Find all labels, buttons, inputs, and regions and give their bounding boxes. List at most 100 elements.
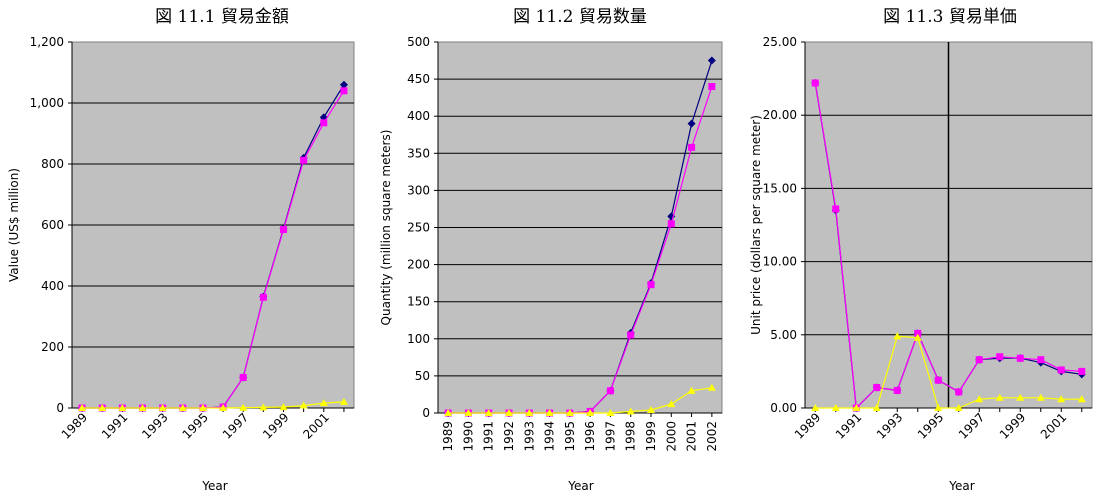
series-line-yellow bbox=[82, 401, 344, 409]
y-tick-label: 400 bbox=[407, 109, 430, 123]
data-point-yellow bbox=[78, 404, 87, 411]
x-tick-label: 1996 bbox=[583, 421, 597, 452]
data-point-magenta bbox=[708, 83, 716, 91]
x-tick-label: 1993 bbox=[874, 410, 905, 441]
data-point-yellow bbox=[1077, 395, 1086, 403]
data-point-magenta bbox=[1078, 367, 1086, 375]
y-axis-label: Value (US$ million) bbox=[7, 168, 21, 282]
x-tick-label: 1999 bbox=[260, 410, 291, 441]
data-point-yellow bbox=[667, 400, 676, 408]
x-tick-label: 1992 bbox=[502, 421, 516, 452]
data-point-navy bbox=[687, 119, 696, 128]
y-tick-label: 5.00 bbox=[770, 328, 797, 342]
y-tick-label: 500 bbox=[407, 35, 430, 49]
data-point-yellow bbox=[811, 404, 820, 411]
data-point-magenta bbox=[647, 281, 655, 289]
data-point-yellow bbox=[339, 397, 348, 405]
x-tick-label: 1997 bbox=[956, 410, 987, 441]
data-point-yellow bbox=[118, 404, 127, 411]
x-tick-label: 1995 bbox=[180, 410, 211, 441]
x-tick-label: 1997 bbox=[220, 410, 251, 441]
y-tick-label: 300 bbox=[407, 183, 430, 197]
y-tick-label: 0.00 bbox=[770, 401, 797, 415]
data-point-yellow bbox=[505, 409, 513, 416]
data-point-magenta bbox=[239, 374, 247, 381]
y-tick-label: 1,000 bbox=[30, 96, 64, 110]
data-point-yellow bbox=[1016, 393, 1025, 401]
data-point-yellow bbox=[444, 409, 453, 416]
x-tick-label: 1999 bbox=[997, 410, 1028, 441]
y-tick-label: 0 bbox=[422, 406, 430, 420]
chart-title: 図 11.2 貿易数量 bbox=[513, 7, 647, 27]
data-point-yellow bbox=[138, 404, 147, 411]
y-tick-label: 10.00 bbox=[763, 255, 797, 269]
data-point-magenta bbox=[340, 87, 348, 95]
x-tick-label: 2000 bbox=[664, 421, 678, 452]
data-point-yellow bbox=[279, 403, 288, 411]
x-tick-label: 1993 bbox=[139, 410, 170, 441]
chart-title: 図 11.1 貿易金額 bbox=[155, 7, 289, 27]
data-point-yellow bbox=[934, 404, 943, 411]
data-point-yellow bbox=[98, 404, 107, 411]
x-axis-label: Year bbox=[201, 479, 227, 493]
data-point-magenta bbox=[688, 143, 696, 151]
series-line-yellow bbox=[448, 387, 712, 414]
data-point-yellow bbox=[484, 409, 493, 416]
x-tick-label: 1990 bbox=[461, 421, 475, 452]
x-tick-label: 1991 bbox=[833, 410, 864, 441]
data-point-yellow bbox=[525, 409, 534, 416]
y-tick-label: 450 bbox=[407, 72, 430, 86]
x-axis-label: Year bbox=[948, 479, 974, 493]
y-tick-label: 0 bbox=[56, 401, 64, 415]
series-line-yellow bbox=[815, 335, 1082, 409]
data-point-yellow bbox=[1036, 393, 1045, 401]
y-tick-label: 600 bbox=[41, 218, 64, 232]
x-tick-label: 1999 bbox=[644, 421, 658, 452]
data-point-magenta bbox=[934, 376, 942, 384]
data-point-yellow bbox=[565, 409, 574, 416]
data-point-yellow bbox=[913, 333, 922, 341]
x-tick-label: 2001 bbox=[685, 421, 699, 452]
x-tick-label: 2002 bbox=[705, 421, 719, 452]
data-point-magenta bbox=[811, 79, 819, 87]
data-point-yellow bbox=[626, 407, 635, 415]
data-point-yellow bbox=[219, 404, 228, 411]
y-tick-label: 350 bbox=[407, 146, 430, 160]
data-point-navy bbox=[707, 56, 716, 65]
data-point-magenta bbox=[320, 119, 328, 127]
x-tick-label: 1991 bbox=[99, 410, 130, 441]
data-point-yellow bbox=[464, 409, 473, 416]
x-tick-label: 1997 bbox=[603, 421, 617, 452]
x-tick-label: 1989 bbox=[441, 421, 455, 452]
data-point-yellow bbox=[893, 332, 902, 340]
y-tick-label: 25.00 bbox=[763, 35, 797, 49]
data-point-magenta bbox=[627, 331, 635, 339]
y-tick-label: 200 bbox=[407, 258, 430, 272]
y-tick-label: 250 bbox=[407, 221, 430, 235]
data-point-navy bbox=[339, 80, 348, 89]
x-tick-label: 1994 bbox=[543, 421, 557, 452]
data-point-magenta bbox=[606, 387, 614, 395]
data-point-yellow bbox=[975, 395, 984, 403]
data-point-yellow bbox=[606, 409, 615, 416]
x-tick-label: 1998 bbox=[624, 421, 638, 452]
chart-title: 図 11.3 貿易単価 bbox=[883, 7, 1017, 27]
y-tick-label: 100 bbox=[407, 332, 430, 346]
y-axis-label: Quantity (million square meters) bbox=[379, 130, 393, 326]
data-point-yellow bbox=[545, 409, 554, 416]
data-point-magenta bbox=[893, 386, 901, 394]
y-axis-label: Unit price (dollars per square meter) bbox=[749, 115, 763, 335]
x-tick-label: 2001 bbox=[300, 410, 331, 441]
data-point-yellow bbox=[319, 399, 328, 407]
data-point-yellow bbox=[586, 409, 595, 416]
data-point-magenta bbox=[667, 220, 675, 228]
x-tick-label: 1995 bbox=[915, 410, 946, 441]
y-tick-label: 200 bbox=[41, 340, 64, 354]
data-point-magenta bbox=[996, 353, 1004, 361]
data-point-yellow bbox=[687, 386, 696, 394]
data-point-yellow bbox=[178, 404, 187, 411]
y-tick-label: 50 bbox=[415, 369, 430, 383]
x-axis-label: Year bbox=[567, 479, 593, 493]
